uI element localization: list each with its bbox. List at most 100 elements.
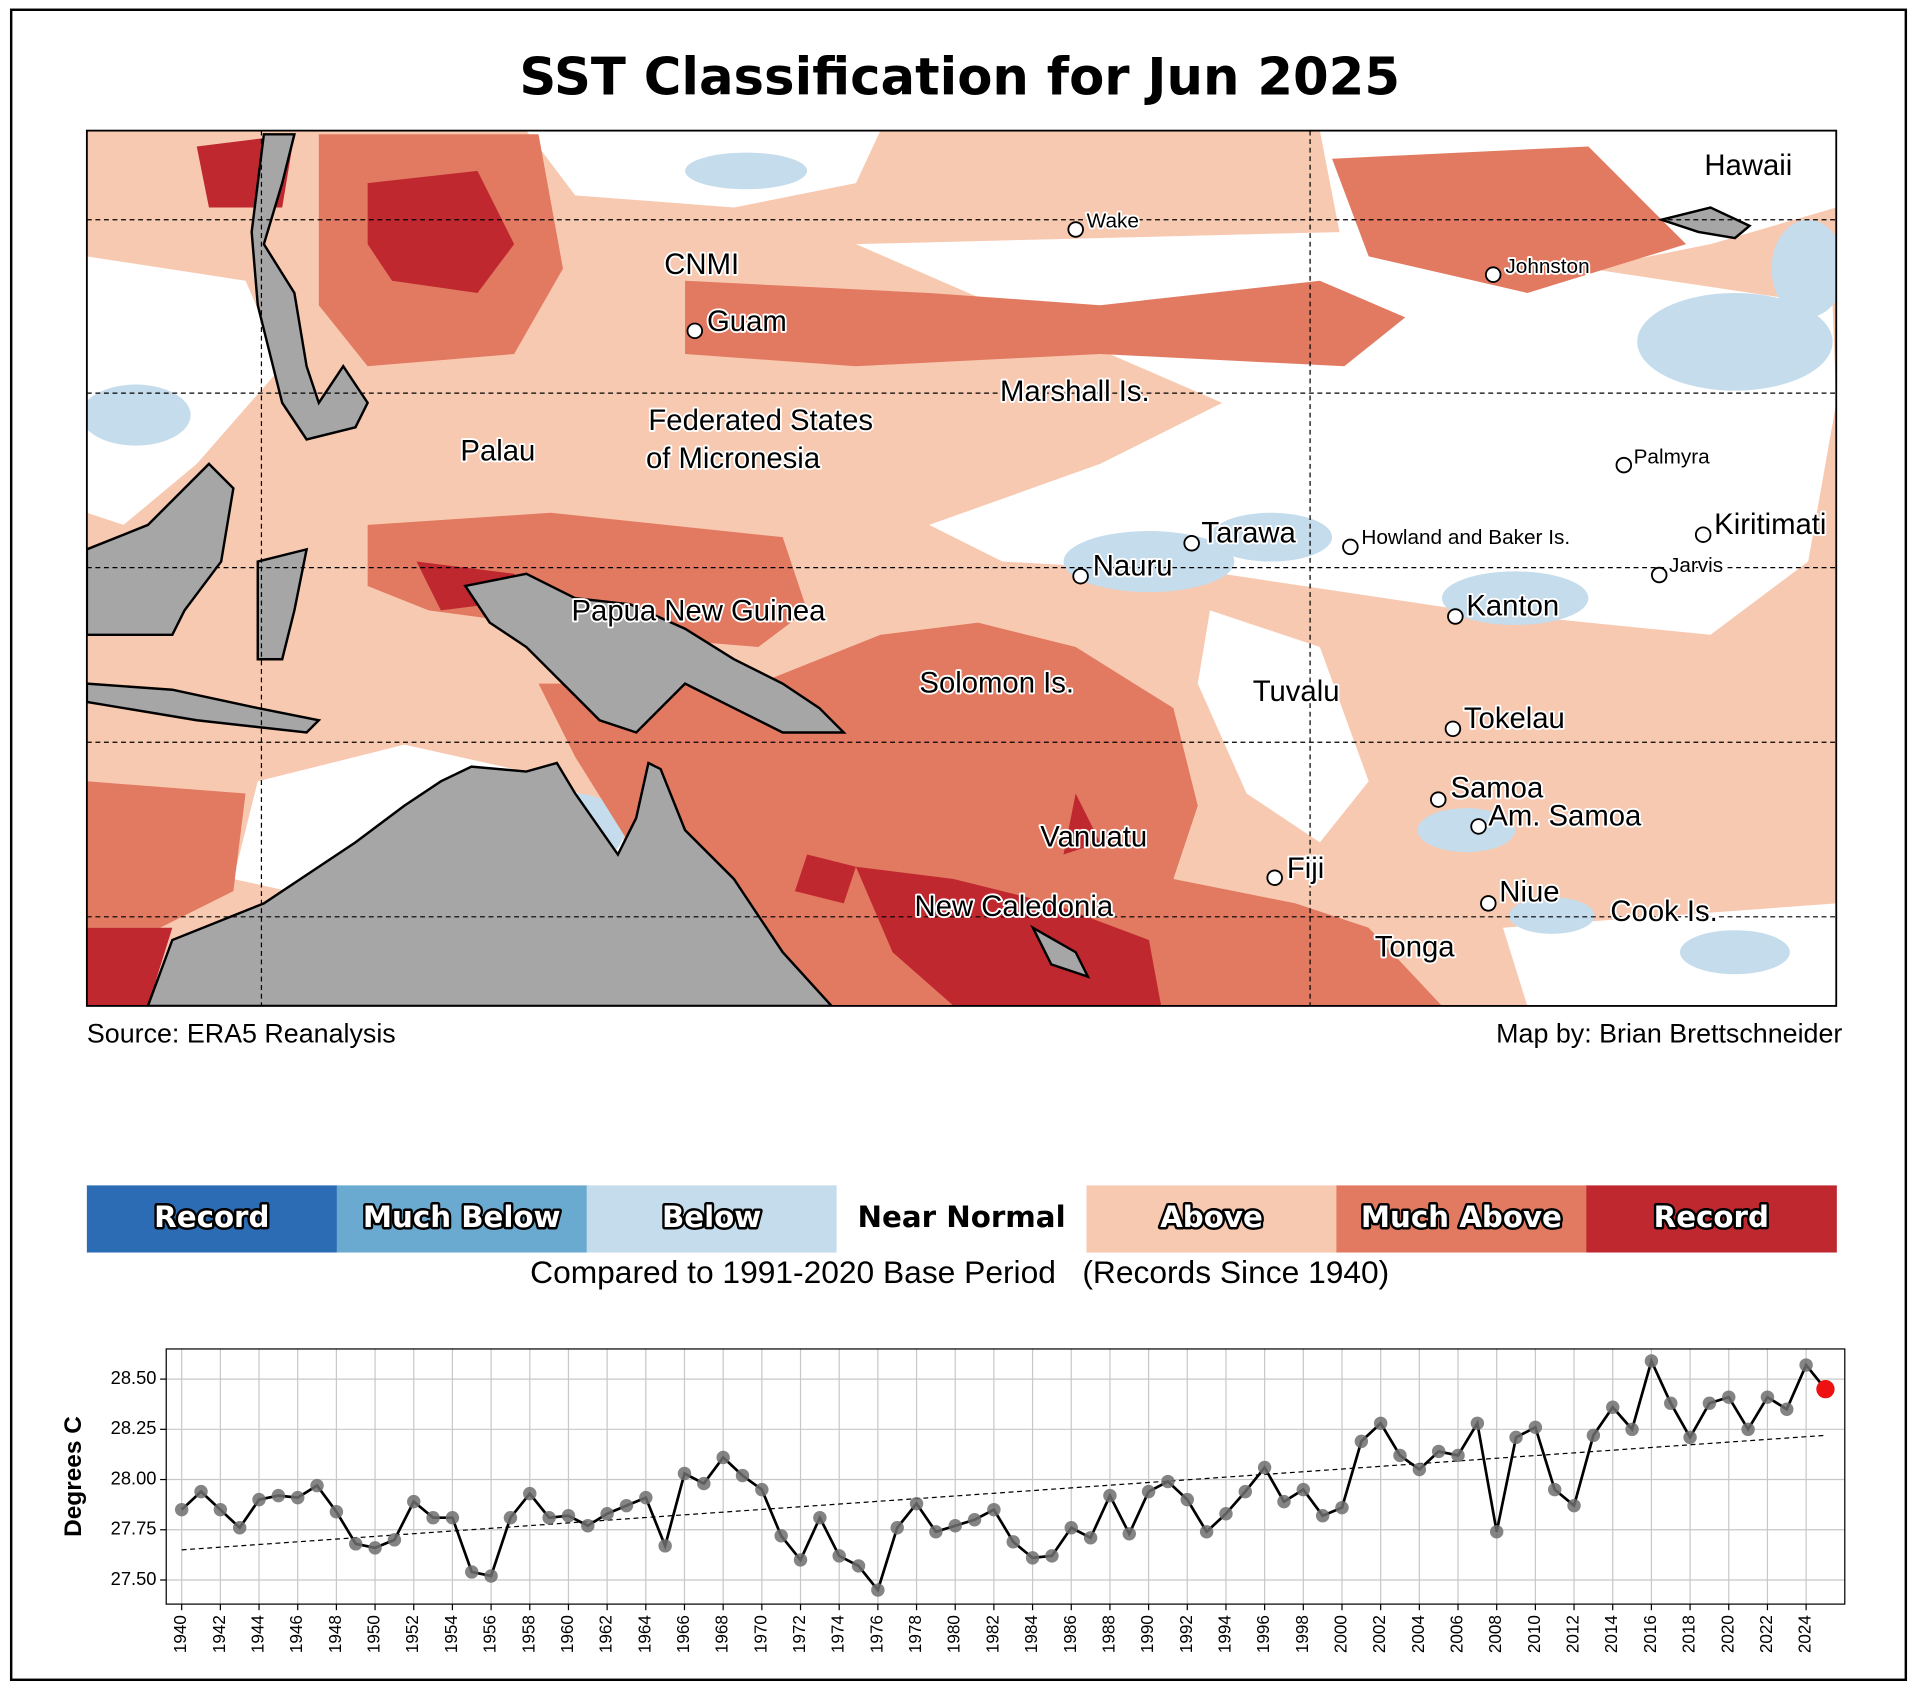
data-point: [1567, 1498, 1581, 1513]
place-label: Nauru: [1093, 549, 1173, 582]
place-label: Tokelau: [1464, 702, 1565, 735]
x-tick-label: 1968: [713, 1615, 732, 1653]
x-tick-label: 1974: [829, 1615, 848, 1653]
place-marker: [1183, 535, 1200, 552]
data-point: [252, 1492, 266, 1507]
place-label: CNMI: [664, 248, 739, 281]
place-marker: [1694, 526, 1712, 543]
data-point: [1799, 1358, 1813, 1372]
data-point: [1335, 1500, 1349, 1515]
data-point: [1238, 1484, 1253, 1499]
plot-border: [165, 1348, 1846, 1605]
x-tick-label: 1942: [210, 1615, 229, 1653]
x-tick-label: 1972: [790, 1615, 809, 1653]
data-point: [967, 1513, 982, 1527]
place-marker: [1650, 566, 1668, 584]
x-tick-label: 1960: [558, 1615, 577, 1653]
data-point: [1180, 1492, 1194, 1507]
data-point: [232, 1521, 247, 1535]
data-point: [890, 1521, 904, 1535]
place-label: Fiji: [1287, 852, 1324, 885]
legend-label: Near Normal: [857, 1200, 1065, 1234]
data-point: [1722, 1390, 1736, 1404]
source-note: Source: ERA5 Reanalysis: [87, 1018, 396, 1048]
land: [86, 133, 1752, 1006]
data-point: [793, 1553, 808, 1567]
data-point: [1816, 1379, 1835, 1399]
place-label: Kiritimati: [1714, 508, 1826, 541]
y-tick-label: 28.00: [111, 1467, 157, 1488]
data-point: [329, 1504, 344, 1519]
data-point: [658, 1539, 672, 1553]
data-point: [929, 1525, 943, 1539]
data-point: [1412, 1462, 1427, 1477]
x-tick-label: 1950: [365, 1615, 384, 1653]
data-point: [851, 1559, 866, 1573]
y-axis-label: Degrees C: [60, 1416, 87, 1537]
data-point: [484, 1569, 498, 1583]
x-tick-label: 2000: [1332, 1615, 1351, 1653]
data-point: [194, 1484, 208, 1499]
data-point: [1064, 1521, 1078, 1535]
data-point: [387, 1533, 402, 1547]
place-label: Tarawa: [1201, 516, 1296, 549]
legend-label: Much Below: [363, 1200, 561, 1234]
place-label: Tonga: [1375, 930, 1455, 963]
data-point: [1625, 1422, 1639, 1437]
data-point: [349, 1537, 363, 1551]
data-point: [909, 1496, 924, 1511]
place-label: Marshall Is.: [1000, 375, 1150, 408]
data-point: [407, 1494, 421, 1509]
data-point: [1199, 1525, 1214, 1539]
x-tick-label: 1946: [287, 1615, 306, 1653]
data-point: [1489, 1525, 1504, 1539]
x-tick-label: 1988: [1099, 1615, 1118, 1653]
data-point: [1664, 1396, 1678, 1410]
data-point: [1451, 1448, 1465, 1463]
data-point: [581, 1519, 595, 1533]
place-marker: [1484, 266, 1502, 283]
data-point: [465, 1565, 479, 1579]
data-point: [271, 1488, 286, 1503]
place-label: Guam: [707, 305, 787, 338]
x-tick-label: 1976: [867, 1615, 886, 1653]
x-tick-label: 2006: [1448, 1615, 1467, 1653]
data-point: [1547, 1482, 1562, 1497]
data-point: [1122, 1527, 1136, 1541]
data-point: [445, 1511, 460, 1525]
place-marker: [1266, 869, 1283, 886]
data-point: [1083, 1531, 1098, 1545]
below-areas: [86, 152, 1837, 975]
place-label: Samoa: [1450, 772, 1543, 805]
x-tick-label: 2024: [1796, 1615, 1815, 1653]
place-label: Wake: [1087, 210, 1139, 233]
legend-swatch: [86, 1185, 338, 1253]
legend-swatch: [1086, 1185, 1338, 1253]
place-label: Howland and Baker Is.: [1361, 526, 1570, 549]
data-point: [1277, 1494, 1291, 1509]
legend-label: Record: [154, 1200, 269, 1234]
data-point: [1431, 1444, 1446, 1459]
data-point: [813, 1511, 827, 1525]
data-point: [1045, 1549, 1059, 1563]
place-label: Palmyra: [1634, 445, 1711, 468]
x-tick-label: 1984: [1022, 1615, 1041, 1653]
place-marker: [1444, 720, 1462, 738]
x-tick-label: 2008: [1486, 1615, 1505, 1653]
title: SST Classification for Jun 2025: [519, 48, 1400, 108]
data-point: [503, 1511, 518, 1525]
x-tick-label: 1978: [906, 1615, 925, 1653]
x-tick-label: 1962: [597, 1615, 616, 1653]
data-point: [832, 1549, 846, 1563]
place-labels: Hawaii Wake CNMI Johnston Guam Marshall Is. Fe…: [459, 147, 1829, 965]
place-label: Palau: [460, 435, 535, 468]
place-label: Vanuatu: [1040, 820, 1147, 853]
data-point: [1741, 1422, 1755, 1437]
x-tick-label: 1992: [1177, 1615, 1196, 1653]
data-point: [1006, 1535, 1020, 1549]
x-tick-label: 2020: [1718, 1615, 1737, 1653]
legend-label: Below: [662, 1200, 761, 1234]
data-point: [213, 1502, 228, 1517]
data-point: [174, 1502, 189, 1517]
place-label: Cook Is.: [1610, 895, 1717, 928]
